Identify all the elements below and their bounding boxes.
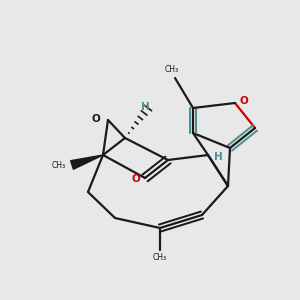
Text: CH₃: CH₃ — [165, 64, 179, 74]
Text: CH₃: CH₃ — [153, 253, 167, 262]
Text: CH₃: CH₃ — [52, 160, 66, 169]
Text: O: O — [132, 175, 140, 184]
Text: H: H — [141, 101, 149, 112]
Text: H: H — [214, 152, 223, 161]
Text: O: O — [240, 96, 248, 106]
Polygon shape — [70, 155, 103, 169]
Text: O: O — [92, 113, 100, 124]
